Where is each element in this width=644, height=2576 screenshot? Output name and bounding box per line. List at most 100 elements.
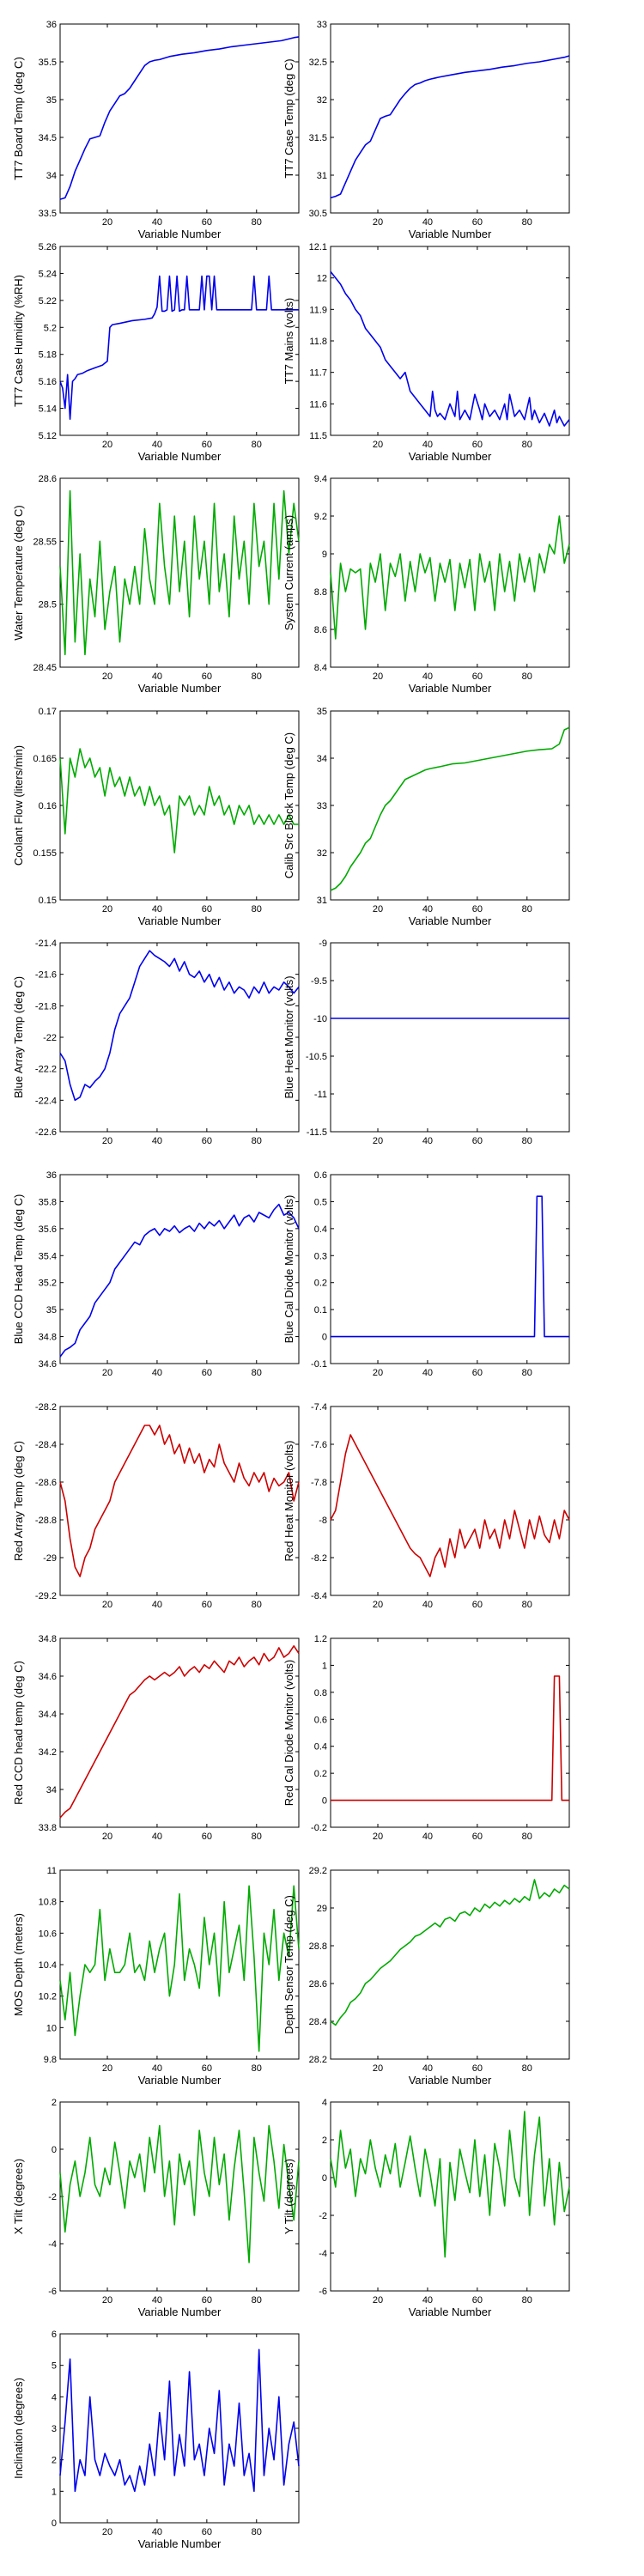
series-line-1 [59,2348,300,2493]
x-tick-label: 60 [202,2063,212,2074]
x-tick-label: 60 [472,2063,483,2074]
y-tick-label: -7.6 [311,1440,327,1450]
y-tick-label: 34.2 [39,1747,57,1758]
y-tick-label: 5.16 [39,377,57,387]
x-tick-label: 60 [472,1136,483,1146]
plot-frame [330,1869,570,2060]
y-tick-label: 0 [52,2145,57,2155]
y-tick-label: 9.8 [44,2055,57,2065]
x-tick-label: 40 [422,1832,433,1842]
y-tick-label: 35.6 [39,1224,57,1235]
x-tick-label: 60 [472,440,483,450]
y-tick-label: 5.24 [39,269,57,279]
series-line-1 [59,950,300,1102]
plot-frame [330,1637,570,1828]
y-tick-label: 35.2 [39,1279,57,1289]
x-axis-label: Variable Number [138,682,222,695]
chart-7: 20 40 60 80 0.15 0.155 0.16 0.165 0.17 Variable N… [12,707,300,927]
x-tick-label: 40 [152,1832,162,1842]
y-tick-label: -9 [319,939,327,949]
y-tick-label: 35 [317,707,327,717]
x-tick-label: 20 [373,1136,383,1146]
y-tick-label: 6 [52,2330,57,2340]
y-axis-label: Depth Sensor Temp (deg C) [283,1895,295,2034]
y-tick-label: 35.5 [39,58,57,68]
x-tick-label: 40 [422,2063,433,2074]
plot-frame [330,2101,570,2292]
x-tick-label: 60 [472,217,483,228]
x-tick-label: 20 [102,1600,112,1610]
x-tick-label: 20 [373,2295,383,2306]
x-tick-label: 20 [102,1832,112,1842]
y-tick-label: 0.165 [33,754,57,764]
y-tick-label: -22.4 [35,1096,57,1106]
x-tick-label: 40 [422,440,433,450]
x-tick-label: 40 [422,904,433,914]
y-tick-label: 34 [46,171,57,181]
y-tick-label: -6 [48,2287,57,2297]
y-tick-label: 31 [317,171,327,181]
x-tick-label: 40 [422,1136,433,1146]
x-tick-label: 60 [472,1832,483,1842]
x-tick-label: 20 [102,2295,112,2306]
x-tick-label: 40 [422,217,433,228]
plot-frame [59,246,300,436]
x-tick-label: 80 [252,904,262,914]
x-axis-label: Variable Number [138,2074,222,2087]
y-tick-label: 35.8 [39,1197,57,1207]
x-tick-label: 60 [202,1368,212,1378]
y-tick-label: -22.2 [35,1065,57,1075]
y-tick-label: 1 [52,2487,57,2497]
y-axis-label: Blue Array Temp (deg C) [12,976,25,1098]
chart-20: 20 40 60 80 -6 -4 -2 0 2 4 Variable Number Y Tilt (… [283,2098,570,2318]
y-tick-label: 10.2 [39,1992,57,2002]
y-tick-label: -28.6 [35,1478,57,1488]
y-tick-label: 28.6 [39,474,57,484]
series-line-1 [59,1645,300,1819]
y-tick-label: 3 [52,2424,57,2434]
series-line-1 [330,515,570,640]
y-tick-label: 0 [322,1333,327,1343]
series-line-1 [59,748,299,854]
x-axis-label: Variable Number [409,682,492,695]
y-tick-label: 0.2 [314,1279,327,1289]
x-tick-label: 60 [472,1600,483,1610]
y-tick-label: 36 [46,20,57,30]
y-tick-label: -9.5 [311,976,327,987]
y-tick-label: 11.8 [309,337,327,347]
plot-frame [330,1406,570,1596]
y-tick-label: 28.55 [33,537,57,547]
plot-frame [59,23,300,214]
x-tick-label: 20 [373,1600,383,1610]
y-axis-label: Water Temperature (deg C) [12,505,25,641]
x-axis-label: Variable Number [138,914,222,927]
y-tick-label: 28.2 [309,2055,327,2065]
chart-16: 20 40 60 80 -0.2 0 0.2 0.4 0.6 0.8 1 1.2 Red Cal Dio… [283,1634,570,1842]
plot-frame [59,477,300,668]
chart-5: 20 40 60 80 28.45 28.5 28.55 28.6 Variable Numbe… [12,474,300,695]
y-tick-label: 10.8 [39,1898,57,1908]
x-tick-label: 20 [373,440,383,450]
y-tick-label: 11.5 [309,431,327,441]
x-tick-label: 20 [102,2063,112,2074]
y-tick-label: 31 [317,896,327,906]
y-tick-label: 28.45 [33,663,57,673]
series-line-1 [331,1195,569,1338]
y-tick-label: -10 [313,1014,327,1024]
x-tick-label: 60 [202,671,212,682]
plot-frame [330,1174,570,1364]
plot-frame [59,1174,300,1364]
y-tick-label: 1.2 [314,1634,327,1644]
x-tick-label: 80 [522,1600,532,1610]
x-axis-label: Variable Number [138,450,222,463]
y-axis-label: Red Cal Diode Monitor (volts) [283,1660,295,1807]
series-line-1 [330,726,570,891]
plot-frame [330,23,570,214]
x-tick-label: 60 [202,2295,212,2306]
y-axis-label: Blue CCD Head Temp (deg C) [12,1194,25,1345]
y-tick-label: 33.8 [39,1823,57,1833]
x-tick-label: 40 [422,1368,433,1378]
y-tick-label: -2 [319,2211,327,2221]
x-axis-label: Variable Number [138,2306,222,2318]
y-tick-label: 0.8 [314,1688,327,1698]
